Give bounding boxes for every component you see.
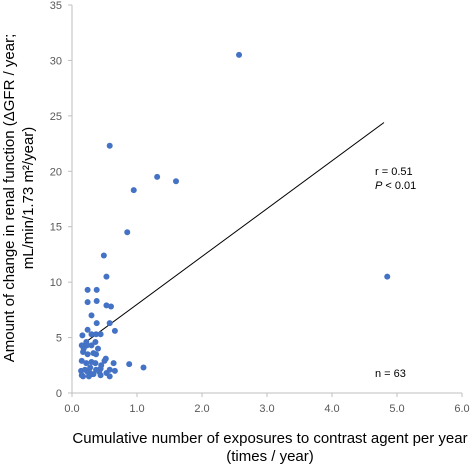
axes	[71, 5, 462, 394]
data-point	[111, 327, 118, 334]
sample-size-label: n = 63	[375, 368, 406, 380]
data-point	[79, 332, 86, 339]
data-point	[110, 360, 117, 367]
data-point	[84, 299, 91, 306]
correlation-r-label: r = 0.51	[375, 166, 413, 178]
p-symbol: P	[375, 180, 383, 192]
p-value-text: < 0.01	[382, 180, 416, 192]
data-point	[87, 364, 94, 371]
x-axis-title-line2: (times / year)	[226, 448, 314, 465]
data-point	[111, 367, 118, 374]
data-point	[93, 331, 100, 338]
data-point	[108, 303, 114, 310]
data-point	[80, 373, 87, 380]
x-tick-label: 5.0	[389, 403, 404, 415]
y-tick-label: 10	[50, 277, 62, 289]
data-point	[88, 342, 95, 349]
data-points	[78, 51, 391, 380]
y-tick-label: 5	[56, 333, 62, 345]
x-axis-title-line1: Cumulative number of exposures to contra…	[72, 430, 467, 447]
data-point	[124, 229, 131, 236]
data-point	[140, 364, 147, 371]
data-point	[88, 312, 95, 319]
x-tick-label: 0.0	[64, 403, 79, 415]
data-point	[126, 361, 133, 368]
data-point	[173, 178, 179, 185]
data-point	[106, 373, 113, 380]
data-point	[154, 173, 161, 180]
data-point	[106, 320, 113, 327]
y-tick-label: 20	[50, 166, 62, 178]
y-tick-label: 25	[50, 111, 62, 123]
data-point	[130, 187, 137, 194]
y-tick-labels: 0 5 10 15 20 25 30 35	[50, 0, 72, 400]
data-point	[84, 351, 91, 358]
data-point	[80, 348, 87, 355]
data-point	[92, 360, 99, 367]
x-tick-label: 2.0	[194, 403, 209, 415]
data-point	[102, 355, 109, 362]
data-point	[98, 362, 105, 369]
trendline	[79, 122, 385, 347]
data-point	[90, 371, 97, 378]
data-point	[84, 368, 91, 375]
data-point	[93, 320, 100, 327]
data-point	[106, 142, 113, 149]
data-point	[103, 273, 110, 280]
data-point	[93, 297, 100, 304]
data-point	[92, 339, 99, 346]
data-point	[96, 368, 103, 375]
data-point	[93, 286, 100, 293]
data-point	[84, 286, 91, 293]
data-point	[100, 252, 107, 259]
y-tick-label: 0	[56, 388, 62, 400]
y-axis-title-line2: mL/min/1.73 m²/year)	[20, 127, 37, 270]
data-point	[83, 360, 90, 367]
x-tick-label: 3.0	[259, 403, 274, 415]
data-point	[95, 345, 101, 352]
data-point	[84, 326, 91, 333]
x-tick-label: 4.0	[324, 403, 339, 415]
x-tick-label: 6.0	[454, 403, 469, 415]
data-point	[78, 357, 85, 364]
y-axis-title-line1: Amount of change in renal function (ΔGFR…	[1, 34, 18, 363]
data-point	[88, 331, 95, 338]
y-tick-label: 15	[50, 222, 62, 234]
y-tick-label: 30	[50, 55, 62, 67]
data-point	[384, 273, 391, 280]
data-point	[93, 351, 100, 358]
data-point	[103, 302, 110, 309]
data-point	[236, 51, 243, 58]
x-tick-label: 1.0	[129, 403, 144, 415]
data-point	[97, 331, 104, 338]
p-value-label: P < 0.01	[375, 180, 416, 192]
y-tick-label: 35	[50, 0, 62, 12]
x-tick-labels: 0.0 1.0 2.0 3.0 4.0 5.0 6.0	[64, 393, 470, 415]
